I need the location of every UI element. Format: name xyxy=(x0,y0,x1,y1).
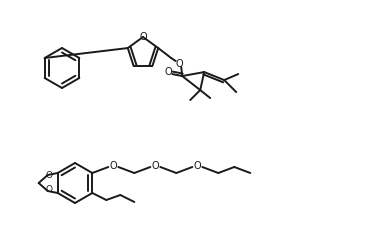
Text: O: O xyxy=(45,172,52,181)
Text: O: O xyxy=(139,32,147,42)
Text: O: O xyxy=(110,161,117,171)
Text: O: O xyxy=(164,67,172,77)
Text: O: O xyxy=(194,161,201,171)
Text: O: O xyxy=(175,59,183,69)
Text: O: O xyxy=(45,185,52,194)
Text: O: O xyxy=(151,161,159,171)
